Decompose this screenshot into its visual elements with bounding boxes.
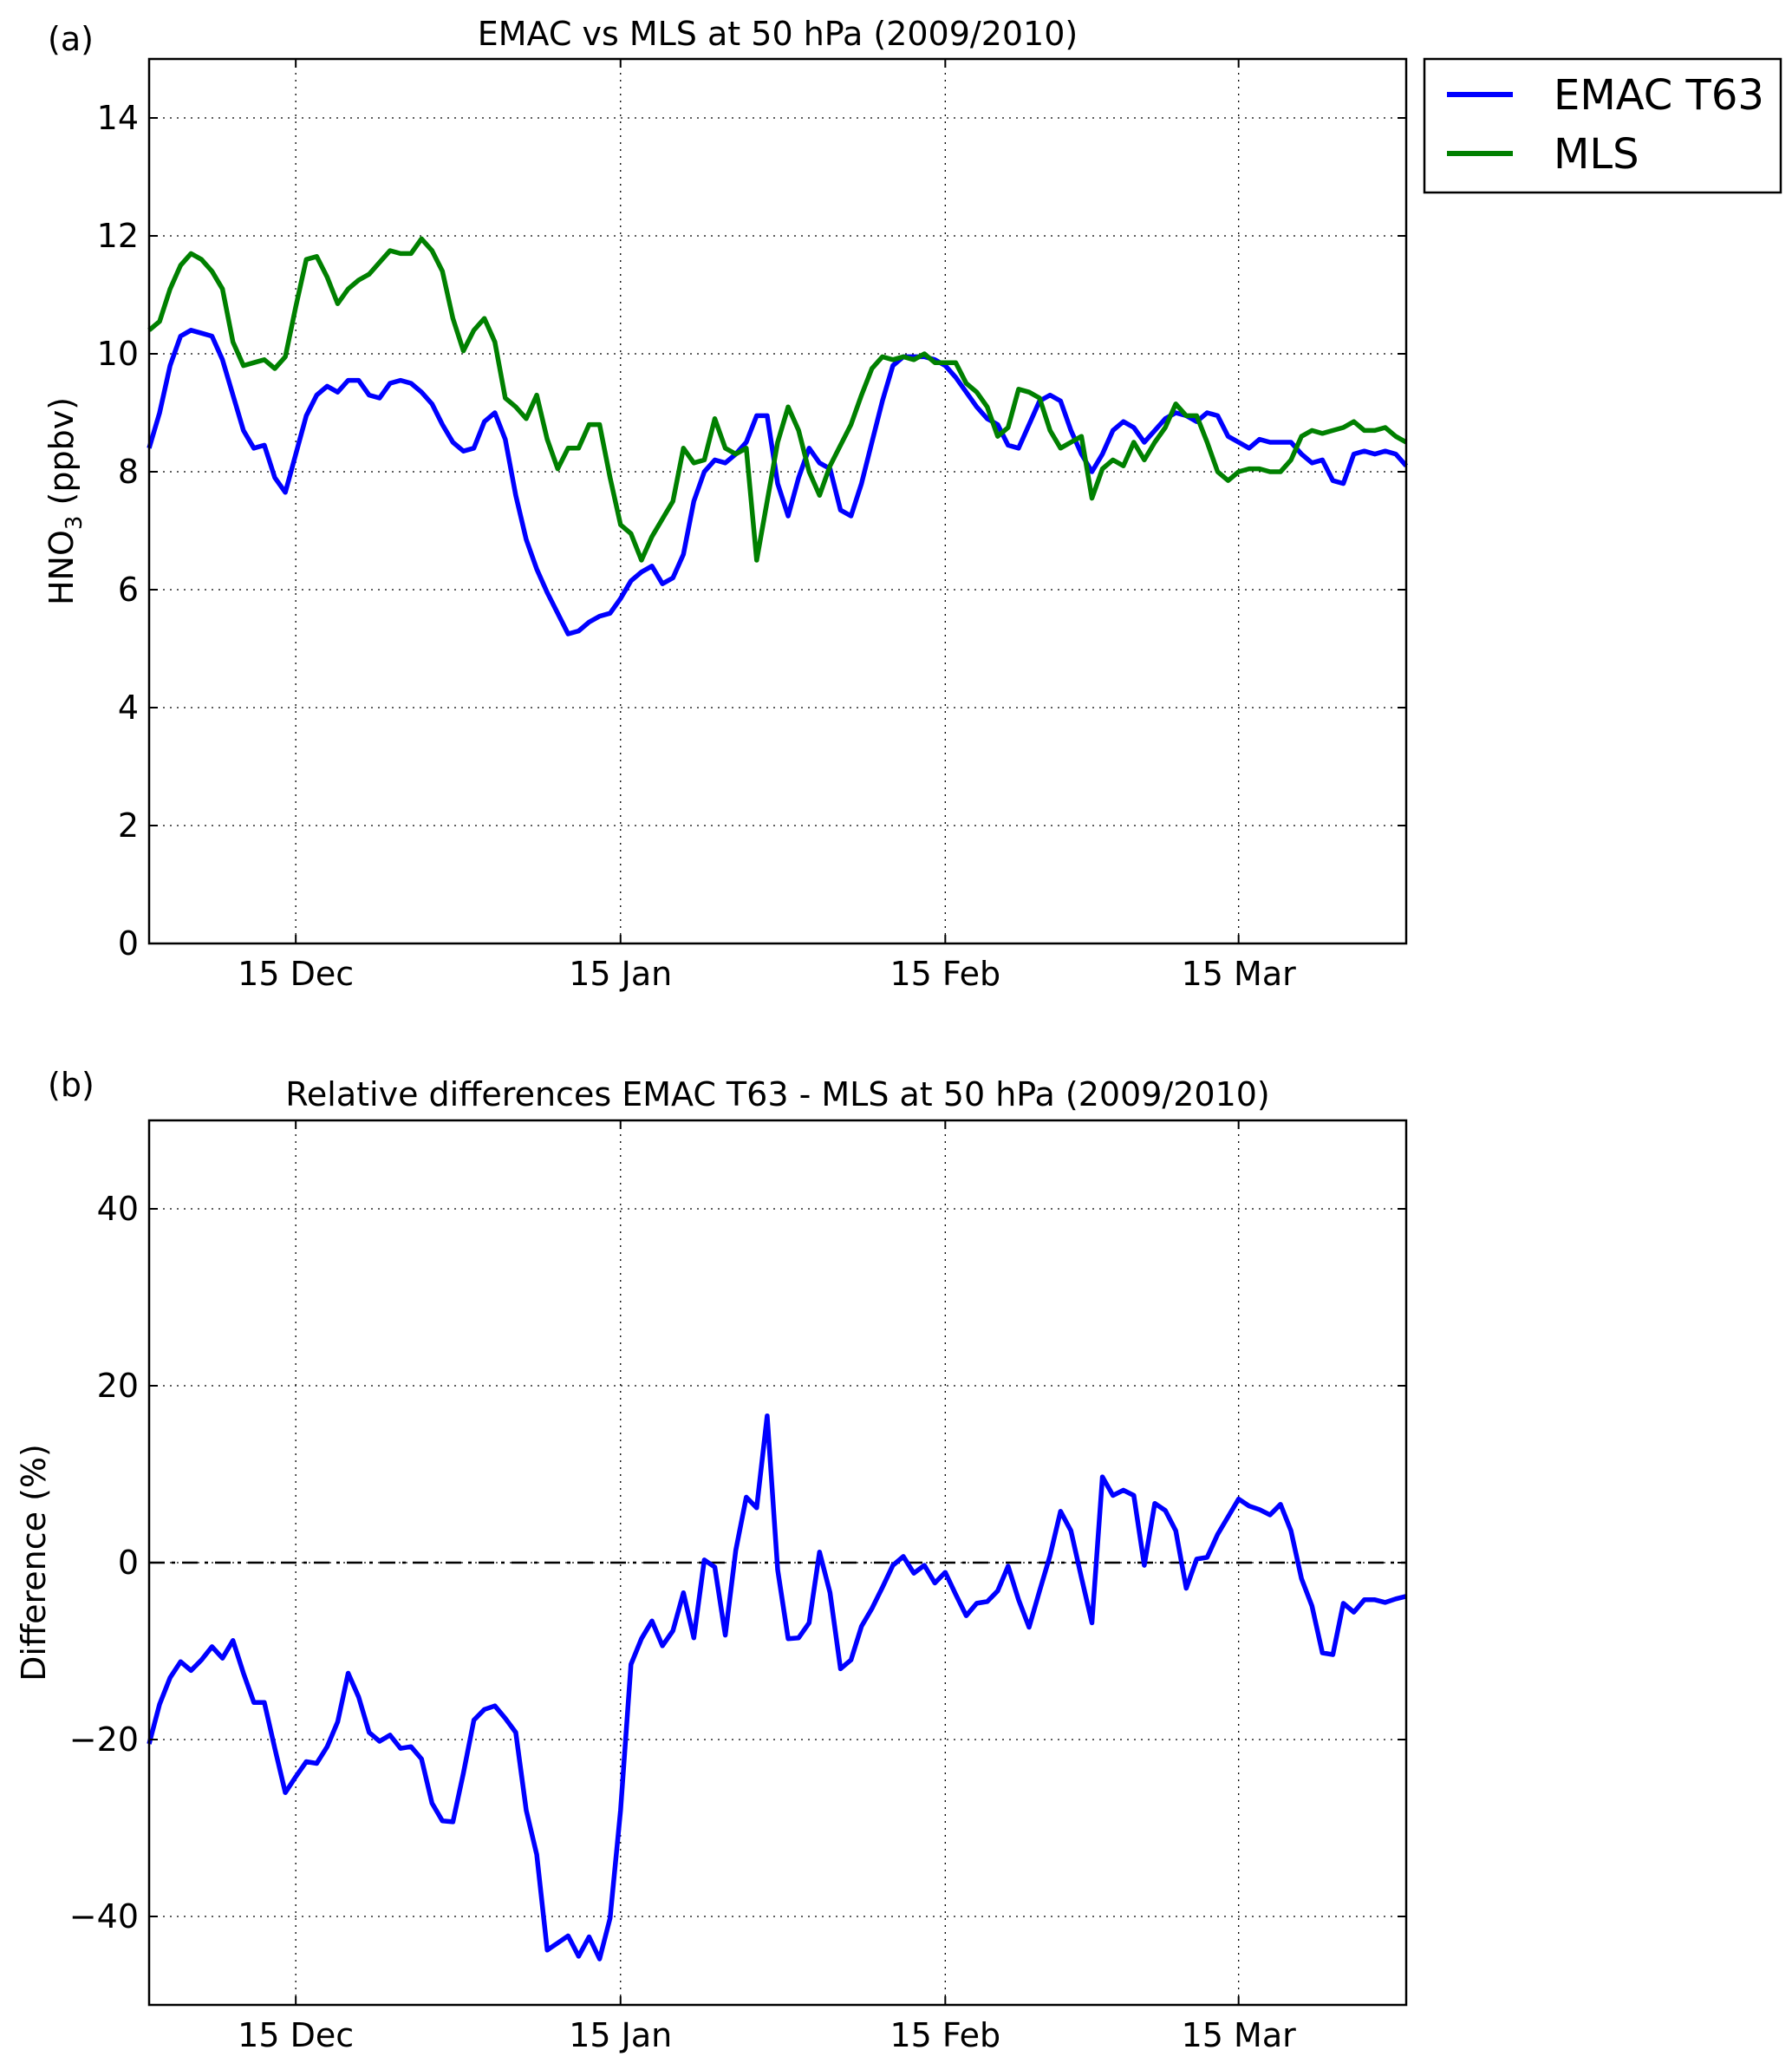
- panel-a-ticks: 15 Dec 15 Jan 15 Feb 15 Mar 0 2 4 6 8 10 12 14: [97, 59, 1406, 993]
- y-tick-label: 12: [97, 217, 139, 255]
- panel-a-series: [147, 236, 1409, 637]
- y-tick-label: 0: [118, 1544, 139, 1582]
- series-line-mls: [147, 236, 1408, 563]
- panel-b-title: Relative differences EMAC T63 - MLS at 5…: [285, 1075, 1270, 1113]
- legend: EMAC T63 MLS: [1423, 57, 1782, 194]
- panel-b: (b) Relative differences EMAC T63 - MLS …: [15, 1066, 1408, 2054]
- y-tick-label: 4: [118, 689, 139, 727]
- x-tick-label: 15 Mar: [1182, 955, 1297, 993]
- x-tick-label: 15 Jan: [569, 955, 672, 993]
- series-line-difference: [147, 1413, 1407, 1962]
- y-tick-label: 14: [97, 99, 139, 137]
- y-tick-label: 6: [118, 571, 139, 609]
- y-tick-label: 0: [118, 924, 139, 963]
- y-tick-label: 10: [97, 335, 139, 373]
- x-tick-label: 15 Mar: [1182, 2016, 1297, 2054]
- x-tick-label: 15 Dec: [238, 955, 354, 993]
- y-tick-label: 40: [97, 1190, 139, 1228]
- y-tick-label: −40: [69, 1897, 139, 1936]
- y-tick-label: 8: [118, 453, 139, 491]
- panel-a-ylabel: HNO3 (ppbv): [42, 397, 88, 605]
- panel-a-letter: (a): [48, 20, 94, 58]
- panel-a: (a) EMAC vs MLS at 50 hPa (2009/2010) 15…: [42, 15, 1409, 993]
- x-tick-label: 15 Dec: [238, 2016, 354, 2054]
- x-tick-label: 15 Jan: [569, 2016, 672, 2054]
- panel-b-ylabel: Difference (%): [15, 1444, 53, 1681]
- x-tick-label: 15 Feb: [889, 2016, 1000, 2054]
- legend-label-mls: MLS: [1554, 130, 1639, 179]
- panel-b-ticks: 15 Dec 15 Jan 15 Feb 15 Mar −40 −20 0 20 40: [69, 1120, 1406, 2054]
- y-tick-label: −20: [69, 1720, 139, 1759]
- legend-label-emac: EMAC T63: [1554, 71, 1764, 120]
- legend-box: [1423, 57, 1782, 194]
- y-tick-label: 20: [97, 1367, 139, 1405]
- x-tick-label: 15 Feb: [889, 955, 1000, 993]
- y-tick-label: 2: [118, 806, 139, 845]
- series-line-emac-t63: [147, 328, 1409, 637]
- panel-b-letter: (b): [48, 1066, 94, 1104]
- panel-a-title: EMAC vs MLS at 50 hPa (2009/2010): [478, 15, 1078, 53]
- panel-b-series: [147, 1413, 1407, 1962]
- panel-a-frame: [147, 57, 1408, 945]
- panel-a-grid: [149, 59, 1406, 944]
